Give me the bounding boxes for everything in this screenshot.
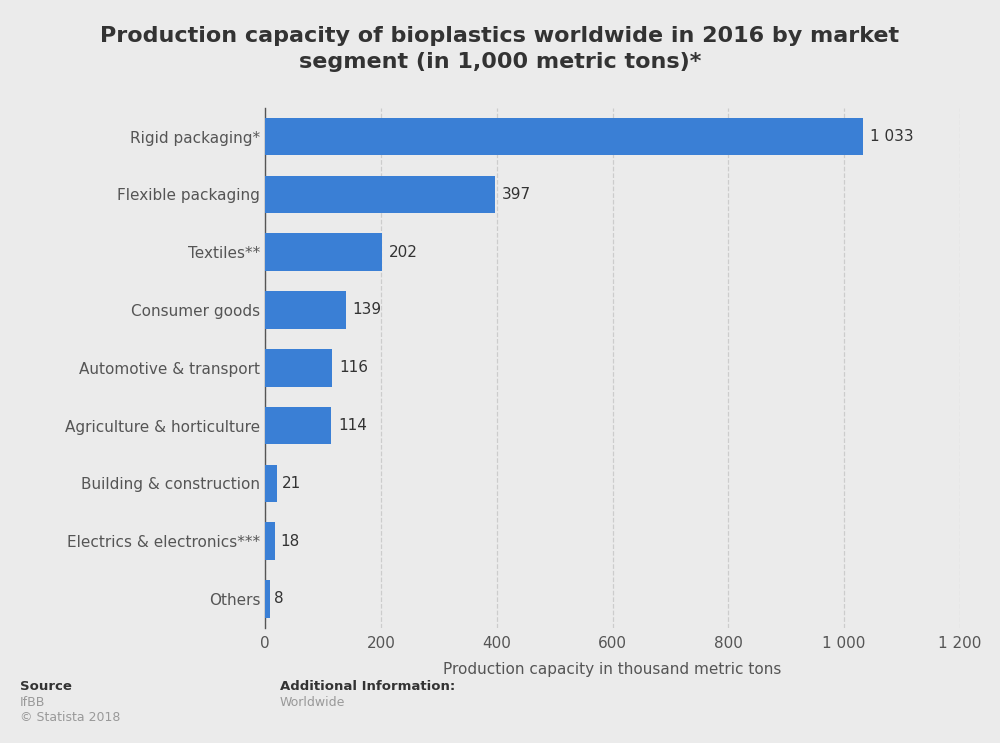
Bar <box>265 406 331 444</box>
Text: Additional Information:: Additional Information: <box>280 680 455 692</box>
Text: 1 033: 1 033 <box>870 129 914 144</box>
Text: 18: 18 <box>280 533 299 548</box>
Text: Worldwide: Worldwide <box>280 696 345 709</box>
Text: 21: 21 <box>282 476 301 491</box>
X-axis label: Production capacity in thousand metric tons: Production capacity in thousand metric t… <box>443 662 782 678</box>
Bar <box>265 118 863 155</box>
Bar <box>265 349 332 386</box>
Text: 116: 116 <box>339 360 368 375</box>
Text: © Statista 2018: © Statista 2018 <box>20 711 120 724</box>
Bar <box>265 522 275 560</box>
Text: 202: 202 <box>389 244 418 260</box>
Text: 139: 139 <box>352 302 382 317</box>
Text: 397: 397 <box>502 187 531 202</box>
Bar <box>265 233 382 271</box>
Bar <box>265 291 346 328</box>
Text: IfBB: IfBB <box>20 696 45 709</box>
Bar <box>265 580 270 617</box>
Text: Production capacity of bioplastics worldwide in 2016 by market
segment (in 1,000: Production capacity of bioplastics world… <box>100 26 900 72</box>
Bar <box>265 175 495 213</box>
Text: Source: Source <box>20 680 72 692</box>
Text: 8: 8 <box>274 591 284 606</box>
Bar <box>265 464 277 502</box>
Text: 114: 114 <box>338 418 367 433</box>
